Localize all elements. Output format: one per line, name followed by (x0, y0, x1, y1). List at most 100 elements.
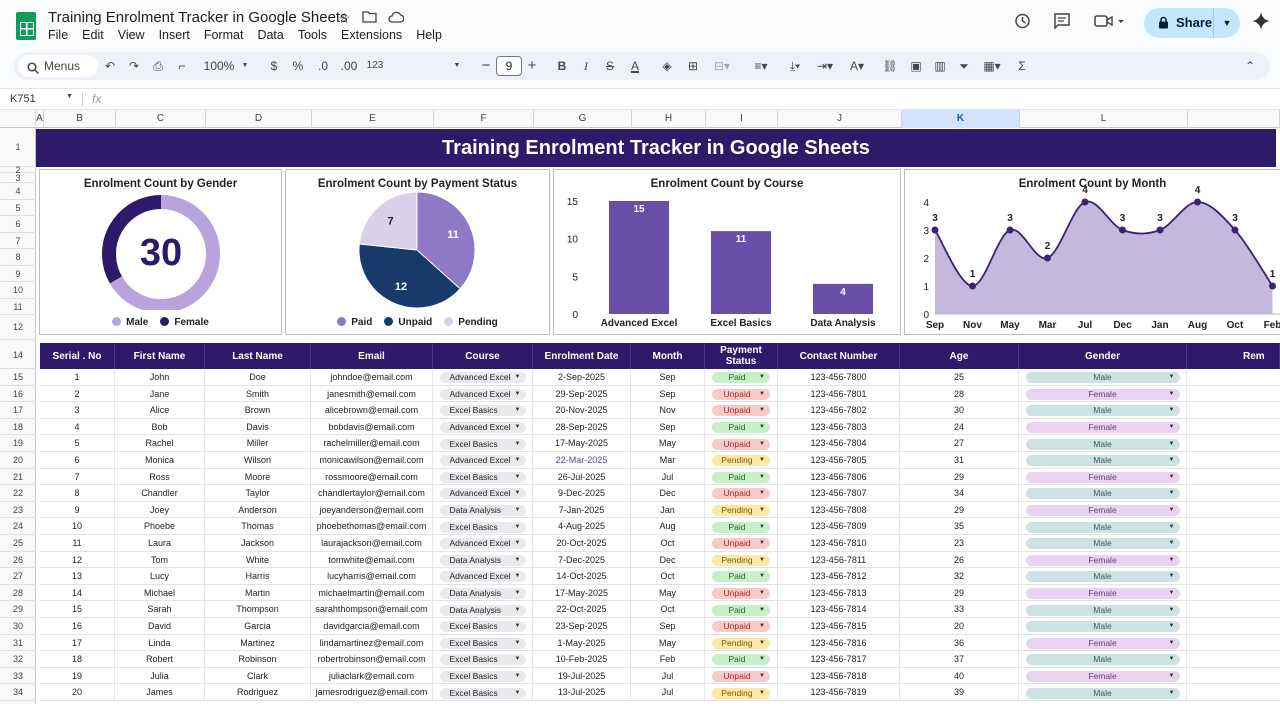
cell-first-name[interactable]: Alice (115, 402, 205, 419)
chevron-down-icon[interactable]: ▼ (1168, 540, 1175, 547)
menu-view[interactable]: View (117, 28, 145, 42)
cell-contact-number[interactable]: 123-456-7808 (778, 501, 900, 518)
cell-month[interactable]: Sep (631, 618, 705, 634)
cell-gender[interactable]: Male ▼ (1019, 535, 1187, 551)
strikethrough-icon[interactable]: S (605, 59, 614, 73)
row-header-29[interactable]: 29 (0, 601, 36, 618)
chart-course[interactable]: Enrolment Count by Course 0 5 10 15 15 Advanc… (553, 169, 901, 335)
cell-serial-no[interactable]: 7 (40, 468, 115, 485)
sheets-logo-icon[interactable] (16, 12, 36, 40)
cell-serial-no[interactable]: 3 (40, 402, 115, 419)
cell-email[interactable]: phoebethomas@email.com (311, 518, 433, 535)
redo-icon[interactable]: ↷ (128, 59, 140, 73)
cell-month[interactable]: May (631, 584, 705, 601)
course-dropdown-chip[interactable]: Excel Basics ▼ (439, 405, 526, 417)
cell-enrolment-date[interactable]: 2-Sep-2025 (533, 369, 631, 385)
cell-payment-status[interactable]: Pending ▼ (705, 684, 778, 701)
menu-format[interactable]: Format (203, 28, 244, 42)
cell-last-name[interactable]: Smith (205, 385, 311, 402)
cell-enrolment-date[interactable]: 20-Oct-2025 (533, 535, 631, 551)
cell-serial-no[interactable]: 11 (40, 535, 115, 551)
cell-serial-no[interactable]: 19 (40, 667, 115, 684)
course-dropdown-chip[interactable]: Data Analysis ▼ (439, 554, 526, 566)
cell-course[interactable]: Excel Basics ▼ (433, 435, 533, 452)
undo-icon[interactable]: ↶ (104, 59, 116, 73)
cell-gender[interactable]: Male ▼ (1019, 618, 1187, 634)
chevron-down-icon[interactable]: ▼ (514, 656, 521, 663)
star-icon[interactable]: ☆ (338, 10, 351, 26)
chevron-down-icon[interactable]: ▼ (514, 506, 521, 513)
cell-gender[interactable]: Male ▼ (1019, 485, 1187, 502)
cell-remarks[interactable] (1187, 552, 1280, 568)
cell-serial-no[interactable]: 5 (40, 435, 115, 452)
cell-enrolment-date[interactable]: 13-Jul-2025 (533, 684, 631, 701)
cell-enrolment-date[interactable]: 17-May-2025 (533, 584, 631, 601)
chevron-down-icon[interactable]: ▼ (759, 506, 765, 513)
cell-serial-no[interactable]: 18 (40, 651, 115, 668)
payment-status-chip[interactable]: Unpaid ▼ (712, 670, 770, 682)
row-header-22[interactable]: 22 (0, 485, 36, 502)
cell-last-name[interactable]: Harris (205, 568, 311, 585)
cell-last-name[interactable]: Taylor (205, 485, 311, 502)
cell-payment-status[interactable]: Paid ▼ (705, 601, 778, 618)
cell-email[interactable]: sarahthompson@email.com (311, 601, 433, 618)
chevron-down-icon[interactable]: ▼ (759, 423, 765, 430)
cell-serial-no[interactable]: 1 (40, 369, 115, 385)
chevron-down-icon[interactable]: ▼ (1168, 606, 1175, 613)
cell-gender[interactable]: Male ▼ (1019, 684, 1187, 701)
menu-data[interactable]: Data (257, 28, 284, 42)
cell-first-name[interactable]: Laura (115, 535, 205, 551)
course-dropdown-chip[interactable]: Advanced Excel ▼ (439, 372, 526, 384)
payment-status-chip[interactable]: Unpaid ▼ (712, 388, 770, 400)
cell-serial-no[interactable]: 8 (40, 485, 115, 502)
row-header-3[interactable]: 3 (0, 173, 36, 183)
menu-tools[interactable]: Tools (297, 28, 328, 42)
cell-email[interactable]: davidgarcia@email.com (311, 618, 433, 634)
cell-payment-status[interactable]: Paid ▼ (705, 568, 778, 585)
cell-remarks[interactable] (1187, 469, 1280, 485)
cell-last-name[interactable]: Garcia (205, 618, 311, 634)
chevron-down-icon[interactable]: ▼ (759, 556, 765, 563)
chevron-down-icon[interactable]: ▼ (759, 623, 765, 630)
cell-email[interactable]: laurajackson@email.com (311, 535, 433, 551)
chevron-down-icon[interactable]: ▼ (759, 523, 765, 530)
cell-gender[interactable]: Male ▼ (1019, 568, 1187, 585)
cell-email[interactable]: tomwhite@email.com (311, 551, 433, 568)
cell-month[interactable]: Sep (631, 418, 705, 435)
fill-color-icon[interactable]: ◈ (662, 59, 672, 73)
payment-status-chip[interactable]: Pending ▼ (712, 504, 770, 516)
chevron-down-icon[interactable]: ▼ (1168, 440, 1175, 447)
row-header-12[interactable]: 12 (0, 315, 36, 340)
cell-serial-no[interactable]: 2 (40, 385, 115, 402)
merge-cells-icon[interactable]: ⊟▾ (713, 59, 731, 73)
chevron-down-icon[interactable]: ▼ (514, 623, 521, 630)
column-header-c[interactable]: C (116, 110, 206, 128)
formula-input[interactable] (112, 91, 1272, 107)
cell-first-name[interactable]: Sarah (115, 601, 205, 618)
course-dropdown-chip[interactable]: Advanced Excel ▼ (439, 538, 526, 550)
insert-link-icon[interactable]: ⛓ (882, 59, 898, 73)
chevron-down-icon[interactable]: ▼ (514, 589, 521, 596)
text-wrapping-icon[interactable]: ⇥▾ (816, 59, 834, 73)
chevron-down-icon[interactable]: ▼ (514, 523, 521, 530)
column-header-b[interactable]: B (44, 110, 116, 128)
cell-remarks[interactable] (1187, 601, 1280, 617)
cell-email[interactable]: robertrobinson@email.com (311, 651, 433, 668)
course-dropdown-chip[interactable]: Excel Basics ▼ (439, 521, 526, 533)
cell-age[interactable]: 28 (900, 385, 1019, 402)
cell-age[interactable]: 31 (900, 452, 1019, 468)
row-header-6[interactable]: 6 (0, 216, 36, 233)
course-dropdown-chip[interactable]: Advanced Excel ▼ (439, 388, 526, 400)
chevron-down-icon[interactable]: ▼ (759, 440, 765, 447)
course-dropdown-chip[interactable]: Excel Basics ▼ (439, 670, 526, 682)
insert-chart-icon[interactable]: ▥ (934, 59, 946, 73)
cell-gender[interactable]: Female ▼ (1019, 584, 1187, 601)
cell-serial-no[interactable]: 12 (40, 551, 115, 568)
chevron-down-icon[interactable]: ▼ (759, 672, 765, 679)
cell-age[interactable]: 23 (900, 535, 1019, 551)
filter-views-icon[interactable]: ▦▾ (983, 59, 1001, 73)
chevron-down-icon[interactable]: ▼ (514, 407, 521, 414)
chart-gender[interactable]: Enrolment Count by Gender 30 Male Female (39, 169, 282, 335)
cell-email[interactable]: jamesrodriguez@email.com (311, 684, 433, 701)
payment-status-chip[interactable]: Paid ▼ (712, 471, 770, 483)
